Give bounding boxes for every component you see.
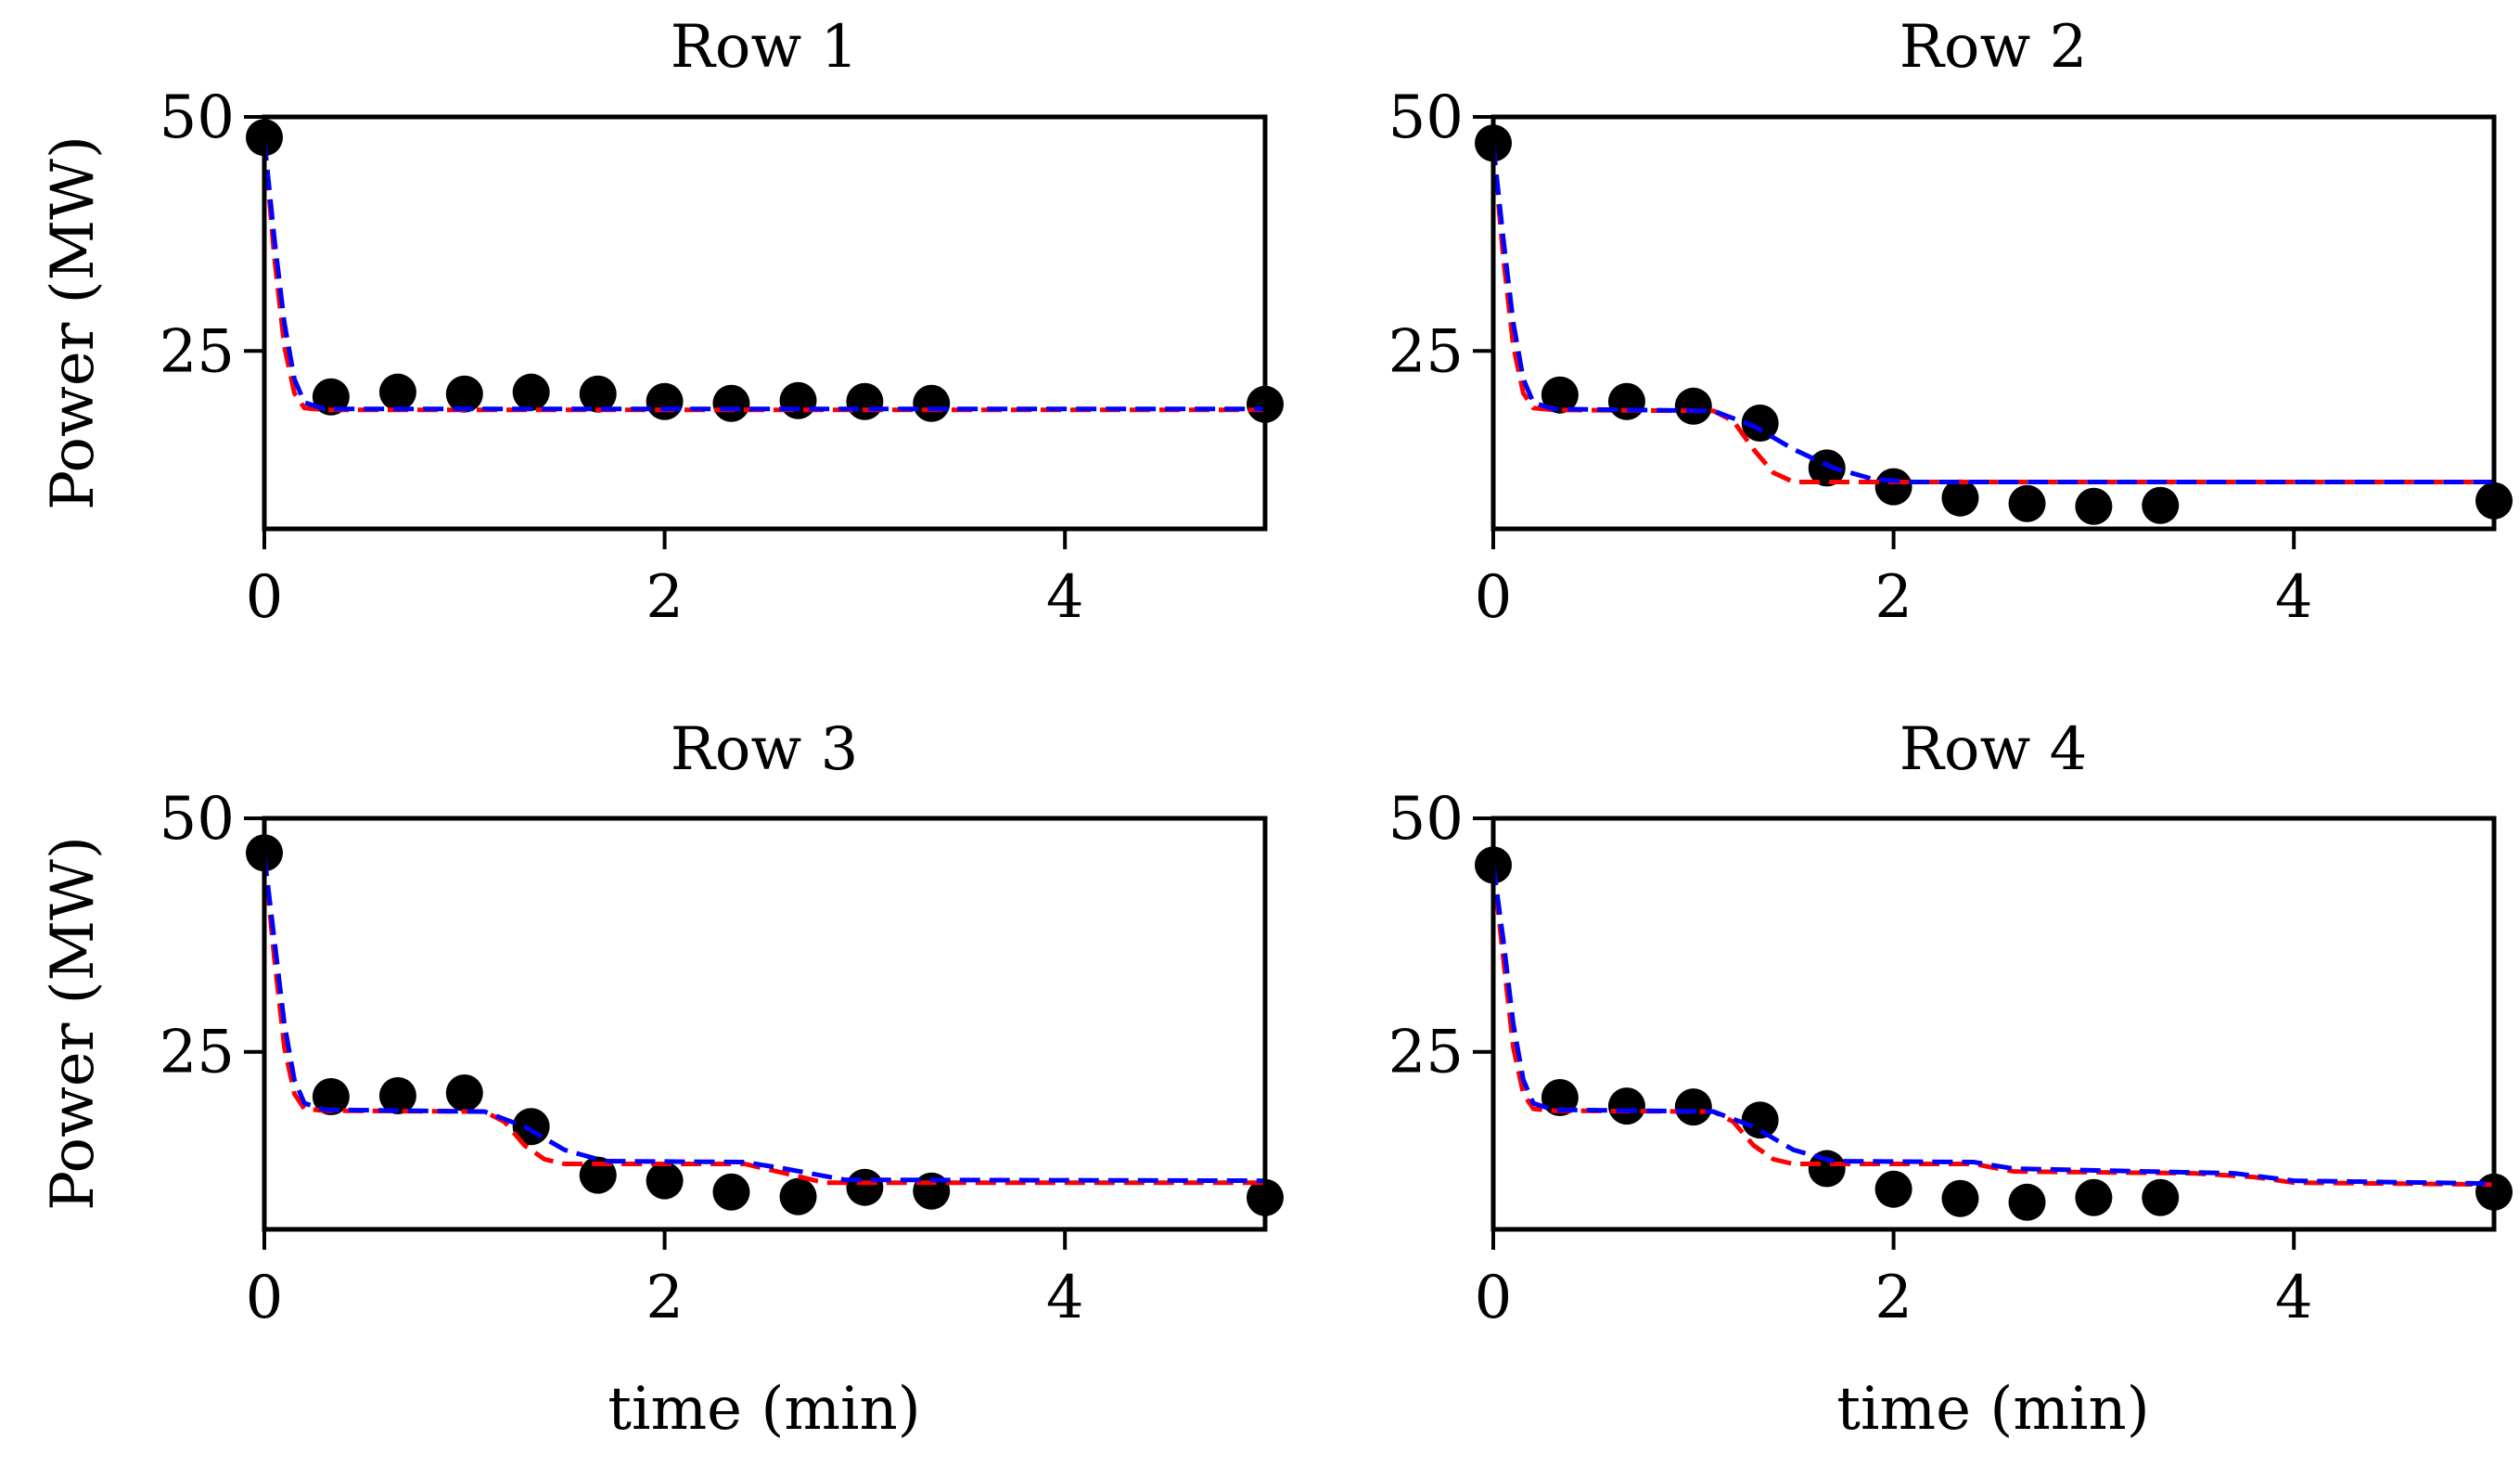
plot-frame bbox=[1490, 114, 2497, 532]
measured-point bbox=[846, 1168, 884, 1206]
series-line-model-A bbox=[262, 139, 1265, 413]
measured-point bbox=[512, 373, 550, 411]
measured-point bbox=[779, 381, 817, 419]
measured-point bbox=[1808, 449, 1846, 487]
subplot-title: Row 2 bbox=[1900, 13, 2088, 82]
measured-point bbox=[378, 373, 416, 411]
measured-point bbox=[1941, 479, 1979, 517]
y-tick-label: 25 bbox=[1388, 1019, 1464, 1087]
x-tick-label: 0 bbox=[246, 1264, 284, 1332]
series-line-model-A bbox=[1490, 145, 2494, 484]
x-tick-label: 4 bbox=[1046, 563, 1084, 632]
measured-point bbox=[646, 382, 684, 420]
measured-point bbox=[1674, 1088, 1712, 1126]
subplot-row-1: Row 1 Power (MW) 0 2 4 25 50 bbox=[0, 0, 1284, 730]
plot-frame bbox=[1490, 816, 2497, 1232]
measured-point bbox=[646, 1162, 684, 1200]
measured-point bbox=[2142, 1178, 2180, 1216]
x-tick-label: 4 bbox=[2275, 563, 2313, 632]
y-tick-label: 25 bbox=[160, 1019, 235, 1087]
measured-point bbox=[2075, 1178, 2113, 1216]
measured-point bbox=[445, 1074, 483, 1112]
x-tick-label: 0 bbox=[1475, 563, 1513, 632]
measured-point bbox=[579, 375, 617, 413]
measured-point bbox=[779, 1177, 817, 1215]
y-axis-label: Power (MW) bbox=[39, 836, 108, 1211]
measured-point bbox=[1607, 382, 1645, 420]
x-tick-label: 0 bbox=[1475, 1264, 1513, 1332]
series-line-model-B bbox=[1490, 864, 2495, 1187]
measured-point bbox=[712, 384, 750, 422]
subplot-title: Row 3 bbox=[671, 715, 859, 784]
measured-point bbox=[2008, 1183, 2046, 1221]
measured-point bbox=[1808, 1150, 1846, 1188]
x-tick-label: 2 bbox=[646, 563, 684, 632]
x-tick-label: 0 bbox=[246, 563, 284, 632]
x-tick-label: 4 bbox=[1046, 1264, 1084, 1332]
subplot-row-3: Row 3 Power (MW) time (min) 0 2 4 25 50 bbox=[0, 700, 1284, 1461]
series-line-model-B bbox=[262, 139, 1265, 412]
y-tick-label: 50 bbox=[160, 785, 235, 854]
measured-point bbox=[1541, 376, 1579, 414]
x-axis-label: time (min) bbox=[1836, 1375, 2149, 1444]
measured-point bbox=[312, 1078, 350, 1116]
y-tick-label: 50 bbox=[1388, 785, 1464, 854]
subplot-title: Row 4 bbox=[1900, 715, 2088, 784]
y-tick-label: 50 bbox=[160, 84, 235, 152]
measured-point bbox=[1607, 1087, 1645, 1125]
measured-point bbox=[2142, 486, 2180, 524]
x-axis-label: time (min) bbox=[608, 1375, 920, 1444]
subplot-svg: Row 1 Power (MW) 0 2 4 25 50 bbox=[39, 13, 1284, 632]
x-tick-label: 2 bbox=[646, 1264, 684, 1332]
measured-point bbox=[1941, 1179, 1979, 1217]
plot-frame bbox=[262, 114, 1268, 532]
measured-point bbox=[1741, 404, 1779, 442]
measured-point bbox=[712, 1173, 750, 1211]
measured-point bbox=[1541, 1079, 1579, 1117]
x-tick-label: 2 bbox=[1874, 1264, 1912, 1332]
subplot-svg: Row 3 Power (MW) time (min) 0 2 4 25 50 bbox=[39, 715, 1284, 1444]
subplot-title: Row 1 bbox=[671, 13, 859, 82]
measured-point bbox=[2075, 487, 2113, 525]
measured-point bbox=[1674, 387, 1712, 425]
series-line-model-A bbox=[262, 855, 1265, 1186]
y-tick-label: 50 bbox=[1388, 84, 1464, 152]
measured-point bbox=[1741, 1101, 1779, 1139]
y-tick-label: 25 bbox=[160, 317, 235, 386]
subplot-row-2: Row 2 0 2 4 25 50 bbox=[1224, 0, 2520, 730]
subplot-svg: Row 2 0 2 4 25 50 bbox=[1388, 13, 2513, 632]
subplot-row-4: Row 4 time (min) 0 2 4 25 50 bbox=[1224, 700, 2520, 1461]
subplot-svg: Row 4 time (min) 0 2 4 25 50 bbox=[1388, 715, 2513, 1444]
measured-point bbox=[913, 384, 951, 422]
measured-point bbox=[1874, 1170, 1912, 1208]
measured-point bbox=[846, 382, 884, 420]
measured-point bbox=[445, 375, 483, 413]
plot-frame bbox=[262, 816, 1268, 1232]
y-tick-label: 25 bbox=[1388, 317, 1464, 386]
series-line-model-B bbox=[262, 855, 1266, 1184]
y-axis-label: Power (MW) bbox=[39, 135, 108, 510]
x-tick-label: 4 bbox=[2275, 1264, 2313, 1332]
series-line-model-B bbox=[1490, 145, 2494, 484]
x-tick-label: 2 bbox=[1874, 563, 1912, 632]
series-line-model-A bbox=[1490, 865, 2495, 1188]
measured-point bbox=[2008, 484, 2046, 522]
measured-point bbox=[1874, 468, 1912, 506]
measured-point bbox=[378, 1077, 416, 1115]
